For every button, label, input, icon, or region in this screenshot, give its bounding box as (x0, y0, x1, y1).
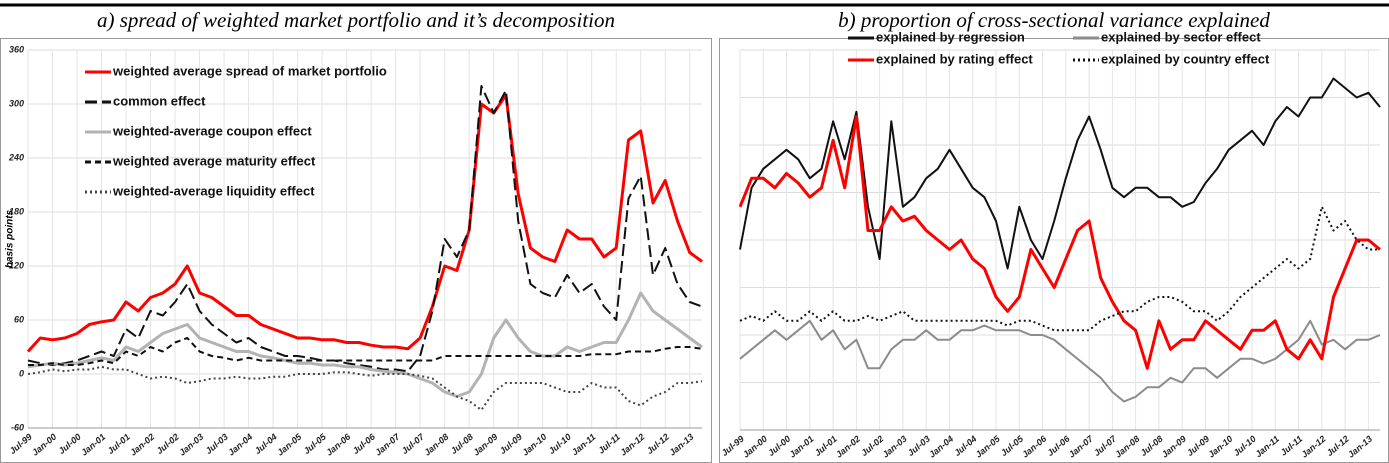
x-tick-label: Jan-10 (1206, 434, 1234, 460)
legend-label: weighted average spread of market portfo… (112, 63, 387, 78)
legend-label: weighted-average liquidity effect (112, 183, 315, 198)
panel-frame (719, 38, 1389, 463)
x-tick-label: Jan-05 (974, 433, 1003, 460)
x-tick-label: Jan-11 (570, 432, 598, 458)
legend-label: common effect (113, 93, 206, 108)
x-tick-label: Jan-09 (1160, 434, 1188, 460)
x-tick-label: Jul-03 (204, 432, 230, 456)
legend-label: explained by rating effect (876, 51, 1033, 66)
x-tick-label: Jul-09 (498, 432, 524, 456)
series-line (27, 291, 703, 398)
x-tick-label: Jan-12 (1299, 434, 1327, 460)
legend-label: explained by regression (876, 29, 1025, 44)
x-tick-label: Jan-10 (520, 432, 548, 458)
x-tick-label: Jul-11 (596, 432, 622, 456)
x-tick-label: Jul-06 (351, 431, 378, 456)
series-line (738, 115, 1381, 370)
x-tick-label: Jan-03 (880, 434, 908, 460)
x-tick-label: Jul-05 (302, 431, 329, 456)
x-tick-label: Jan-08 (1113, 434, 1141, 460)
x-tick-label: Jan-12 (618, 432, 646, 458)
series-line (27, 365, 703, 411)
x-tick-label: Jan-11 (1253, 434, 1281, 460)
x-tick-label: Jan-13 (1346, 434, 1374, 460)
x-tick-label: Jul-02 (155, 432, 181, 456)
series-line (26, 93, 703, 353)
x-tick-label: Jul-07 (400, 431, 427, 456)
y-tick-label: 360 (9, 44, 24, 54)
x-tick-label: Jan-08 (422, 432, 450, 458)
series-line (27, 85, 703, 373)
x-tick-label: Jan-02 (834, 434, 862, 460)
x-tick-label: Jul-04 (253, 432, 279, 456)
series-line (739, 205, 1380, 332)
series-line (739, 77, 1381, 270)
legend-label: weighted-average coupon effect (112, 123, 312, 138)
x-tick-label: Jan-01 (787, 434, 815, 460)
x-tick-label: Jan-01 (79, 432, 107, 458)
x-tick-label: Jan-00 (741, 434, 769, 460)
x-tick-label: Jul-10 (547, 432, 573, 456)
x-tick-label: Jan-04 (927, 434, 955, 460)
x-tick-label: Jan-06 (324, 431, 353, 458)
series-line (28, 337, 703, 366)
y-tick-label: 300 (9, 98, 24, 108)
y-tick-label: -60 (11, 422, 24, 432)
x-tick-label: Jul-99 (7, 432, 33, 456)
x-tick-label: Jan-03 (177, 432, 205, 458)
legend-label: explained by country effect (1101, 51, 1270, 66)
chart-title: b) proportion of cross-sectional varianc… (838, 8, 1270, 32)
series-line (739, 319, 1381, 403)
legend-label: explained by sector effect (1101, 29, 1261, 44)
x-tick-label: Jan-09 (471, 432, 499, 458)
x-tick-label: Jul-08 (449, 432, 475, 456)
x-tick-label: Jan-04 (226, 432, 254, 458)
x-tick-label: Jul-00 (56, 432, 82, 456)
y-tick-label: 120 (9, 260, 24, 270)
x-tick-label: Jan-07 (1067, 433, 1096, 460)
x-tick-label: Jul-12 (645, 432, 671, 456)
y-tick-label: 60 (14, 314, 24, 324)
y-tick-label: 180 (9, 206, 24, 216)
x-tick-label: Jan-07 (373, 431, 402, 458)
y-axis-label: basis points (5, 209, 16, 268)
x-tick-label: Jan-00 (30, 432, 58, 458)
y-tick-label: 0 (19, 368, 24, 378)
x-tick-label: Jul-10 (1231, 434, 1257, 458)
x-tick-label: Jan-05 (275, 431, 304, 458)
x-tick-label: Jan-02 (128, 432, 156, 458)
x-tick-label: Jan-13 (667, 432, 695, 458)
chart-title: a) spread of weighted market portfolio a… (97, 8, 615, 32)
y-tick-label: 240 (8, 152, 24, 162)
x-tick-label: Jan-06 (1020, 433, 1049, 460)
x-tick-label: Jul-01 (105, 432, 131, 456)
legend-label: weighted average maturity effect (112, 153, 316, 168)
